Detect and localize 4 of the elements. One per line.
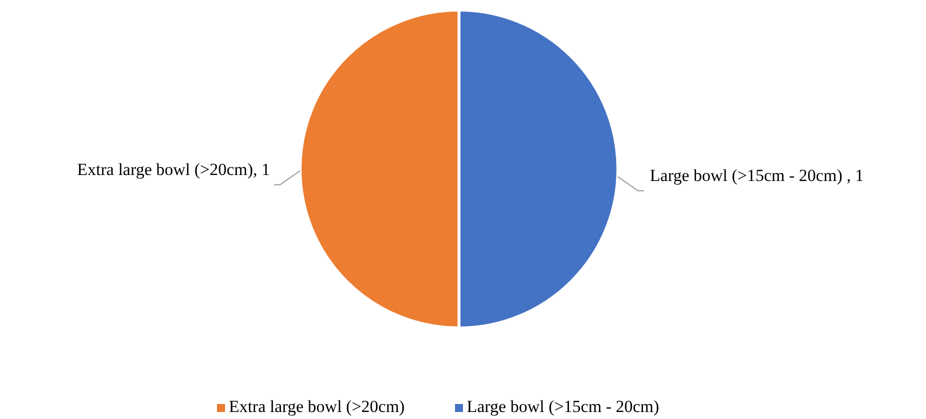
legend-label: Extra large bowl (>20cm) xyxy=(228,397,405,416)
data-label: Large bowl (>15cm - 20cm) , 1 xyxy=(650,166,864,185)
data-label: Extra large bowl (>20cm), 1 xyxy=(77,160,270,179)
legend-label: Large bowl (>15cm - 20cm) xyxy=(466,397,660,416)
